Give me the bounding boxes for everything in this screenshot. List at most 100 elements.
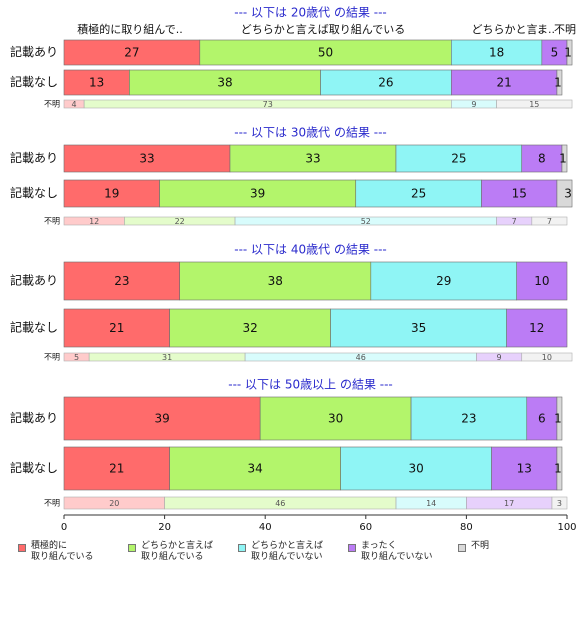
legend-item-3: どちらかと言えば 取り組んでいない — [238, 541, 348, 563]
bar-value-2-1-1: 33 — [139, 152, 154, 166]
bar-value-4-2-5: 1 — [554, 462, 562, 476]
legend-item-1: 積極的に 取り組んでいる — [18, 541, 128, 563]
x-tick-label-4: 60 — [359, 522, 372, 533]
row-label-1-3: 不明 — [44, 100, 60, 109]
bar-value-4-2-1: 21 — [109, 462, 124, 476]
bar-value-1-3-3: 9 — [471, 100, 476, 109]
bar-value-2-3-2: 22 — [175, 217, 185, 226]
bar-segment-3-2-3 — [330, 308, 507, 348]
bar-segment-2-2-3 — [355, 179, 482, 208]
row-label-3-2: 記載なし — [10, 320, 58, 335]
legend-item-4: まったく 取り組んでいない — [348, 541, 458, 563]
legend-swatch-5 — [458, 544, 466, 552]
bar-value-4-3-4: 17 — [504, 499, 514, 508]
row-label-2-1: 記載あり — [10, 150, 58, 165]
bar-segment-3-2-2 — [169, 308, 331, 348]
bar-segment-4-2-3 — [340, 446, 492, 491]
bar-value-1-2-3: 26 — [378, 76, 393, 90]
legend-swatch-1 — [18, 544, 26, 552]
bar-segment-3-2-4 — [506, 308, 568, 348]
bar-segment-2-3-5 — [531, 216, 568, 226]
row-label-1-2: 記載なし — [10, 74, 58, 89]
x-tick-label-6: 100 — [557, 522, 576, 533]
bar-segment-2-1-1 — [63, 144, 231, 173]
group-title-4: --- 以下は 50歳以上 の結果 --- — [228, 378, 393, 392]
bar-value-3-1-3: 29 — [436, 274, 451, 288]
row-label-2-2: 記載なし — [10, 185, 58, 200]
bar-value-3-2-1: 21 — [109, 321, 124, 335]
bar-segment-2-1-3 — [395, 144, 523, 173]
bar-segment-4-1-4 — [526, 396, 558, 441]
x-tick-label-3: 40 — [259, 522, 272, 533]
bar-value-4-3-5: 3 — [557, 499, 562, 508]
bar-value-2-3-1: 12 — [89, 217, 99, 226]
legend-swatch-4 — [348, 544, 356, 552]
legend-item-5: 不明 — [458, 541, 568, 563]
bar-segment-4-2-2 — [169, 446, 341, 491]
bar-value-2-3-5: 7 — [547, 217, 552, 226]
row-label-4-1: 記載あり — [10, 410, 58, 425]
bar-segment-2-1-4 — [521, 144, 563, 173]
bar-value-1-1-4: 5 — [551, 46, 559, 60]
bar-segment-3-2-1 — [63, 308, 170, 348]
bar-value-3-1-2: 38 — [268, 274, 283, 288]
chart-legend: 積極的に 取り組んでいる どちらかと言えば 取り組んでいる どちらかと言えば 取… — [18, 541, 568, 563]
bar-segment-2-1-5 — [561, 144, 568, 173]
stacked-bar-chart: 積極的に取り組んで.. どちらかと言えば取り組んでいる どちらかと言..ま.. 不明-… — [10, 6, 577, 534]
bar-segment-1-1-5 — [566, 39, 573, 66]
bar-value-3-1-1: 23 — [114, 274, 129, 288]
row-label-3-3: 不明 — [44, 353, 60, 362]
x-tick-label-2: 20 — [158, 522, 171, 533]
bar-value-2-1-2: 33 — [305, 152, 320, 166]
bar-value-2-1-3: 25 — [451, 152, 466, 166]
bar-value-4-2-3: 30 — [408, 462, 423, 476]
legend-swatch-3 — [238, 544, 246, 552]
legend-label-2: どちらかと言えば 取り組んでいる — [141, 541, 214, 562]
bar-segment-3-3-5 — [521, 352, 573, 362]
row-label-4-2: 記載なし — [10, 460, 58, 475]
bar-value-4-3-1: 20 — [109, 499, 119, 508]
bar-segment-3-1-4 — [516, 261, 568, 301]
bar-value-2-3-4: 7 — [512, 217, 517, 226]
legend-item-2: どちらかと言えば 取り組んでいる — [128, 541, 238, 563]
column-label-2: どちらかと言えば取り組んでいる — [241, 23, 405, 36]
bar-value-3-2-3: 35 — [411, 321, 426, 335]
row-label-3-1: 記載あり — [10, 273, 58, 288]
legend-swatch-2 — [128, 544, 136, 552]
bar-value-3-2-4: 12 — [529, 321, 544, 335]
bar-value-3-3-5: 10 — [542, 353, 552, 362]
bar-value-1-2-5: 1 — [554, 76, 562, 90]
bar-segment-4-2-5 — [556, 446, 563, 491]
bar-segment-1-2-1 — [63, 69, 130, 96]
bar-value-1-3-5: 15 — [529, 100, 539, 109]
bar-value-3-3-2: 31 — [162, 353, 172, 362]
column-label-3: どちらかと言.. — [472, 23, 545, 36]
group-title-3: --- 以下は 40歳代 の結果 --- — [234, 243, 387, 257]
bar-value-1-3-1: 4 — [72, 100, 77, 109]
bar-segment-4-3-5 — [551, 496, 568, 510]
x-tick-label-5: 80 — [460, 522, 473, 533]
bar-value-2-2-5: 3 — [564, 187, 572, 201]
bar-segment-4-1-3 — [410, 396, 528, 441]
bar-value-2-2-3: 25 — [411, 187, 426, 201]
bar-value-3-3-1: 5 — [74, 353, 79, 362]
legend-label-3: どちらかと言えば 取り組んでいない — [251, 541, 324, 562]
row-label-2-3: 不明 — [44, 217, 60, 226]
bar-value-4-3-3: 14 — [426, 499, 436, 508]
bar-value-4-1-3: 23 — [461, 412, 476, 426]
bar-segment-2-2-4 — [481, 179, 558, 208]
bar-value-1-1-1: 27 — [124, 46, 139, 60]
bar-value-4-1-2: 30 — [328, 412, 343, 426]
bar-value-2-3-3: 52 — [361, 217, 371, 226]
bar-value-2-2-4: 15 — [512, 187, 527, 201]
bar-segment-2-2-2 — [159, 179, 357, 208]
bar-segment-1-1-1 — [63, 39, 201, 66]
bar-value-4-2-2: 34 — [247, 462, 262, 476]
bar-segment-1-2-3 — [320, 69, 452, 96]
bar-segment-4-1-1 — [63, 396, 261, 441]
bar-segment-3-1-1 — [63, 261, 180, 301]
column-label-1: 積極的に取り組んで.. — [77, 22, 182, 36]
bar-segment-1-2-5 — [556, 69, 563, 96]
column-label-5: 不明 — [554, 23, 576, 36]
bar-value-4-2-4: 13 — [517, 462, 532, 476]
